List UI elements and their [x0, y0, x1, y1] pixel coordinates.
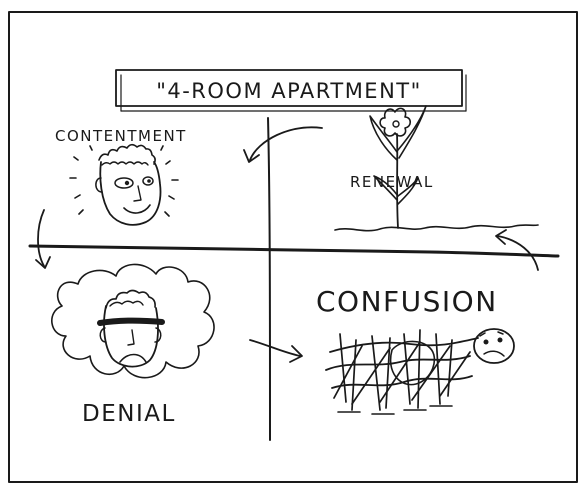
- ground-line: [334, 224, 539, 232]
- flower-icon: [369, 105, 427, 229]
- arrow-confusion-to-renewal: [497, 235, 539, 271]
- title-box: "4-ROOM APARTMENT": [115, 69, 467, 112]
- arrow-renewal-to-contentment: [249, 126, 323, 161]
- confusion-label: CONFUSION: [316, 285, 498, 318]
- denial-label: DENIAL: [82, 401, 176, 427]
- smiling-face-icon: [69, 143, 179, 226]
- renewal-label: RENEWAL: [350, 173, 434, 191]
- arrow-contentment-to-denial: [37, 209, 45, 267]
- tangled-scribble-figure-icon: [325, 328, 515, 415]
- contentment-label: CONTENTMENT: [55, 127, 187, 145]
- blindfolded-face-icon: [51, 263, 215, 379]
- horizontal-divider: [28, 244, 560, 258]
- vertical-divider: [267, 117, 271, 441]
- arrow-denial-to-confusion: [249, 339, 301, 357]
- outer-frame: [8, 11, 578, 483]
- page-title: "4-ROOM APARTMENT": [156, 79, 422, 103]
